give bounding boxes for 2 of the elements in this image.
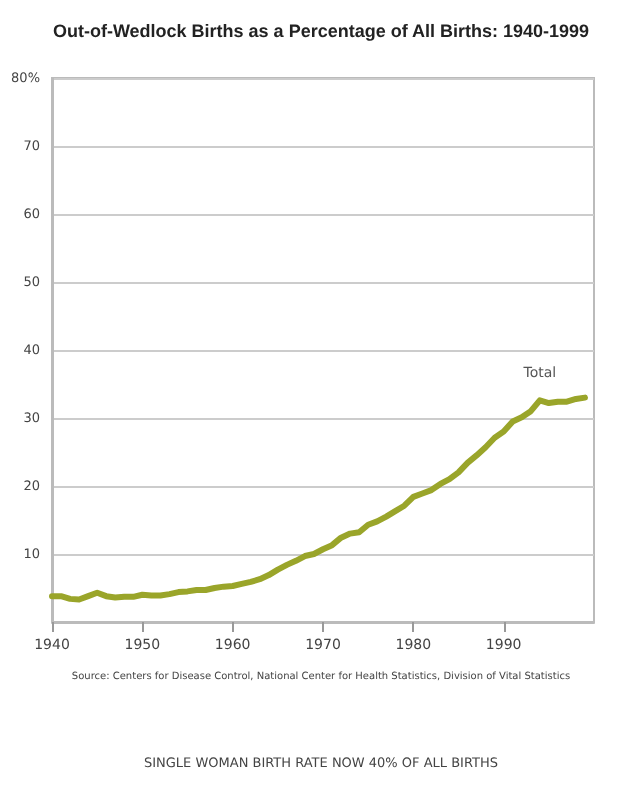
line-series (49, 394, 588, 603)
chart-title: Out-of-Wedlock Births as a Percentage of All Births: 1940-1999 (52, 21, 590, 41)
